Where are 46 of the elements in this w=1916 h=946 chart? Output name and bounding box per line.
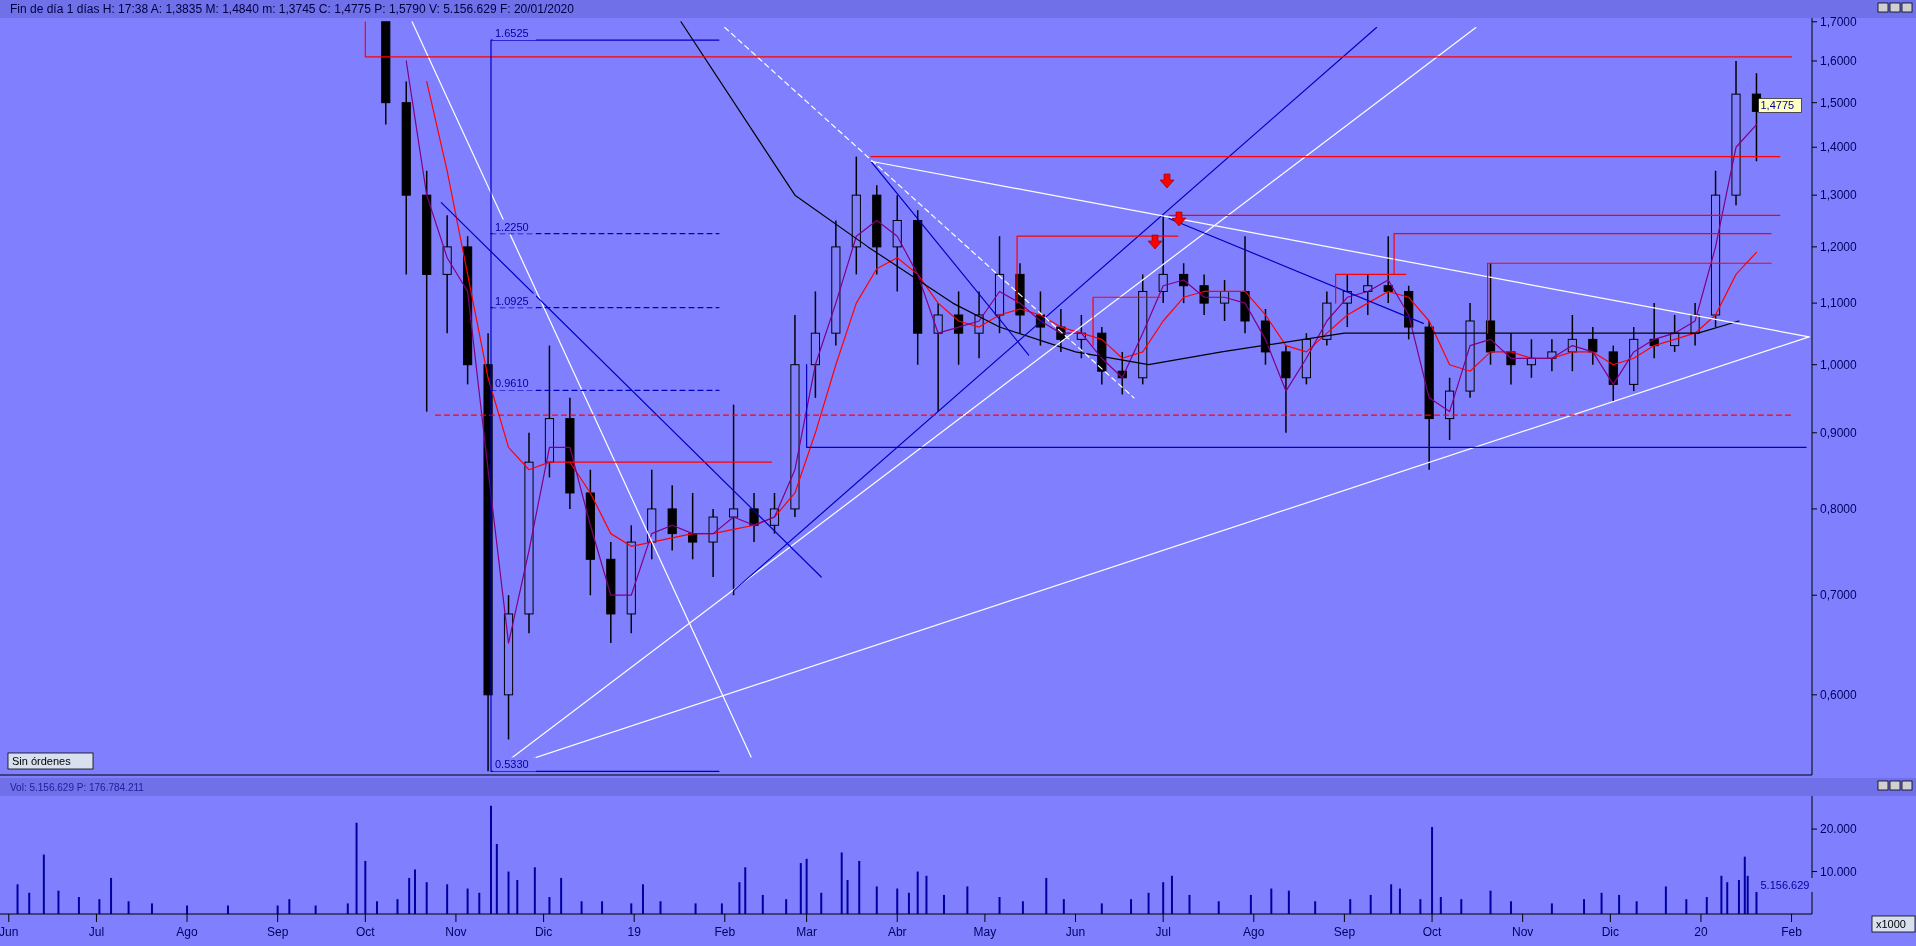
annotation: 0.5330 (494, 758, 529, 771)
x-tick-label: May (973, 925, 997, 939)
x-tick-label: Oct (355, 925, 376, 939)
y-tick-label: 0,9000 (1820, 426, 1858, 440)
y-tick-label: 10.000 (1820, 864, 1858, 879)
y-tick-label: 1,6000 (1820, 54, 1858, 69)
x-tick-label: Jul (88, 925, 105, 939)
x-tick-label: Feb (1781, 925, 1803, 939)
x-tick-label: Dic (534, 925, 553, 939)
y-tick-label: 1,2000 (1820, 240, 1858, 255)
text: x1000 (1876, 918, 1906, 930)
annotation: 1,4775 (1760, 99, 1795, 112)
y-tick-label: 1,4000 (1820, 140, 1858, 155)
x-tick-label: Dic (1601, 925, 1620, 939)
y-tick-label: 20.000 (1820, 822, 1858, 837)
chart-title: Vol: 5.156.629 P: 176.784.211 (10, 782, 145, 793)
x-tick-label: Jul (1155, 925, 1171, 939)
y-tick-label: 0,8000 (1820, 502, 1858, 517)
y-tick-label: 1,1000 (1820, 296, 1858, 311)
x-tick-label: Mar (796, 925, 817, 939)
y-tick-label: 0,6000 (1820, 688, 1858, 703)
annotation: 5.156.629 (1760, 878, 1810, 891)
x-tick-label: 19 (627, 925, 642, 939)
y-tick-label: 1,0000 (1820, 357, 1858, 372)
annotation: 0.9610 (494, 377, 529, 390)
x-tick-label: Ago (176, 925, 199, 939)
annotation: Sin órdenes (12, 755, 72, 767)
annotation: 1.0925 (494, 294, 529, 307)
annotation: 1.6525 (494, 27, 529, 40)
x-tick-label: Sep (1333, 925, 1356, 939)
x-tick-label: Abr (887, 925, 907, 939)
x-tick-label: Jun (1065, 925, 1086, 939)
x-tick-label: Sep (266, 925, 289, 939)
y-tick-label: 0,7000 (1820, 588, 1858, 603)
x-tick-label: Nov (445, 925, 467, 939)
x-tick-label: 20 (1694, 925, 1708, 939)
y-tick-label: 1,3000 (1820, 188, 1858, 203)
y-tick-label: 1,5000 (1820, 95, 1858, 110)
x-tick-label: Ago (1243, 925, 1265, 939)
y-tick-label: 1,7000 (1820, 14, 1858, 29)
x-tick-label: Nov (1511, 925, 1534, 939)
chart-title: Fin de día 1 días H: 17:38 A: 1,3835 M: 1,4840 m: 1,3745 C: 1,4775 P: 1,5790 V: 5.156.629 F: 20/01/2020 (10, 2, 575, 16)
x-tick-label: Jun (0, 925, 19, 939)
annotation: 1.2250 (494, 220, 529, 233)
x-tick-label: Feb (714, 925, 736, 939)
x-tick-label: Oct (1422, 925, 1443, 939)
